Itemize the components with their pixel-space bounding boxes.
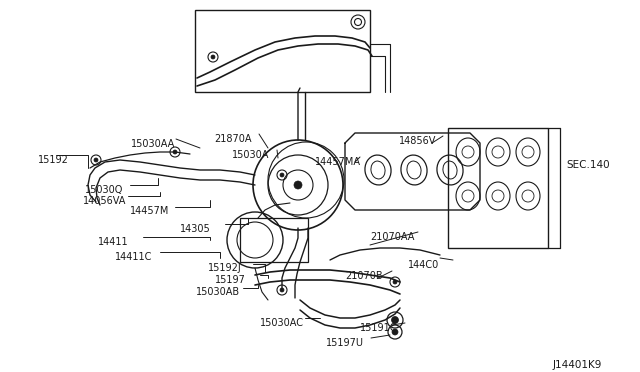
Circle shape bbox=[392, 317, 399, 324]
Text: 15192J: 15192J bbox=[208, 263, 242, 273]
Text: J14401K9: J14401K9 bbox=[553, 360, 602, 370]
Circle shape bbox=[211, 55, 215, 59]
Text: 15197U: 15197U bbox=[326, 338, 364, 348]
Text: 15030AA: 15030AA bbox=[131, 139, 175, 149]
Text: 14457M: 14457M bbox=[130, 206, 170, 216]
Circle shape bbox=[392, 329, 398, 335]
Text: SEC.140: SEC.140 bbox=[566, 160, 610, 170]
Text: 14457MA: 14457MA bbox=[315, 157, 361, 167]
Bar bbox=[240, 218, 308, 262]
Text: 21070AA: 21070AA bbox=[370, 232, 414, 242]
Text: 14411: 14411 bbox=[98, 237, 129, 247]
Text: 15191C: 15191C bbox=[360, 323, 397, 333]
Circle shape bbox=[173, 150, 177, 154]
Text: 14856V: 14856V bbox=[399, 136, 436, 146]
Circle shape bbox=[294, 181, 302, 189]
Text: 15030AC: 15030AC bbox=[260, 318, 304, 328]
Text: 15030AB: 15030AB bbox=[196, 287, 240, 297]
Text: 14305: 14305 bbox=[180, 224, 211, 234]
Text: 15197: 15197 bbox=[215, 275, 246, 285]
Circle shape bbox=[94, 158, 98, 162]
Text: 15192: 15192 bbox=[38, 155, 69, 165]
Text: 21870A: 21870A bbox=[214, 134, 252, 144]
Text: 15030A: 15030A bbox=[232, 150, 269, 160]
Text: 15030Q: 15030Q bbox=[85, 185, 124, 195]
Circle shape bbox=[280, 288, 284, 292]
Bar bbox=[448, 128, 548, 248]
Circle shape bbox=[393, 280, 397, 284]
Bar bbox=[195, 10, 370, 92]
Circle shape bbox=[280, 173, 284, 177]
Text: 21070B: 21070B bbox=[345, 271, 383, 281]
Text: 144C0: 144C0 bbox=[408, 260, 439, 270]
Text: 14411C: 14411C bbox=[115, 252, 152, 262]
Text: 14056VA: 14056VA bbox=[83, 196, 126, 206]
